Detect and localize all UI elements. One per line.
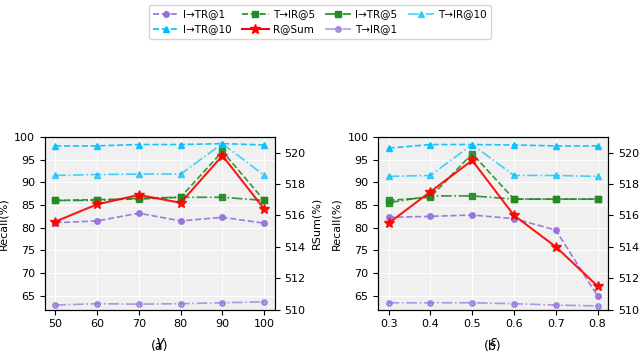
Title: (b): (b)	[484, 339, 502, 353]
Legend: I→TR@1, I→TR@10, T→IR@5, R@Sum, I→TR@5, T→IR@1, T→IR@10: I→TR@1, I→TR@10, T→IR@5, R@Sum, I→TR@5, …	[149, 5, 491, 39]
Y-axis label: RSum(%): RSum(%)	[311, 197, 321, 249]
Title: (a): (a)	[151, 339, 168, 353]
X-axis label: ε: ε	[490, 335, 497, 349]
Y-axis label: Recall(%): Recall(%)	[332, 197, 342, 249]
Y-axis label: Recall(%): Recall(%)	[0, 197, 8, 249]
X-axis label: γ: γ	[156, 335, 164, 349]
